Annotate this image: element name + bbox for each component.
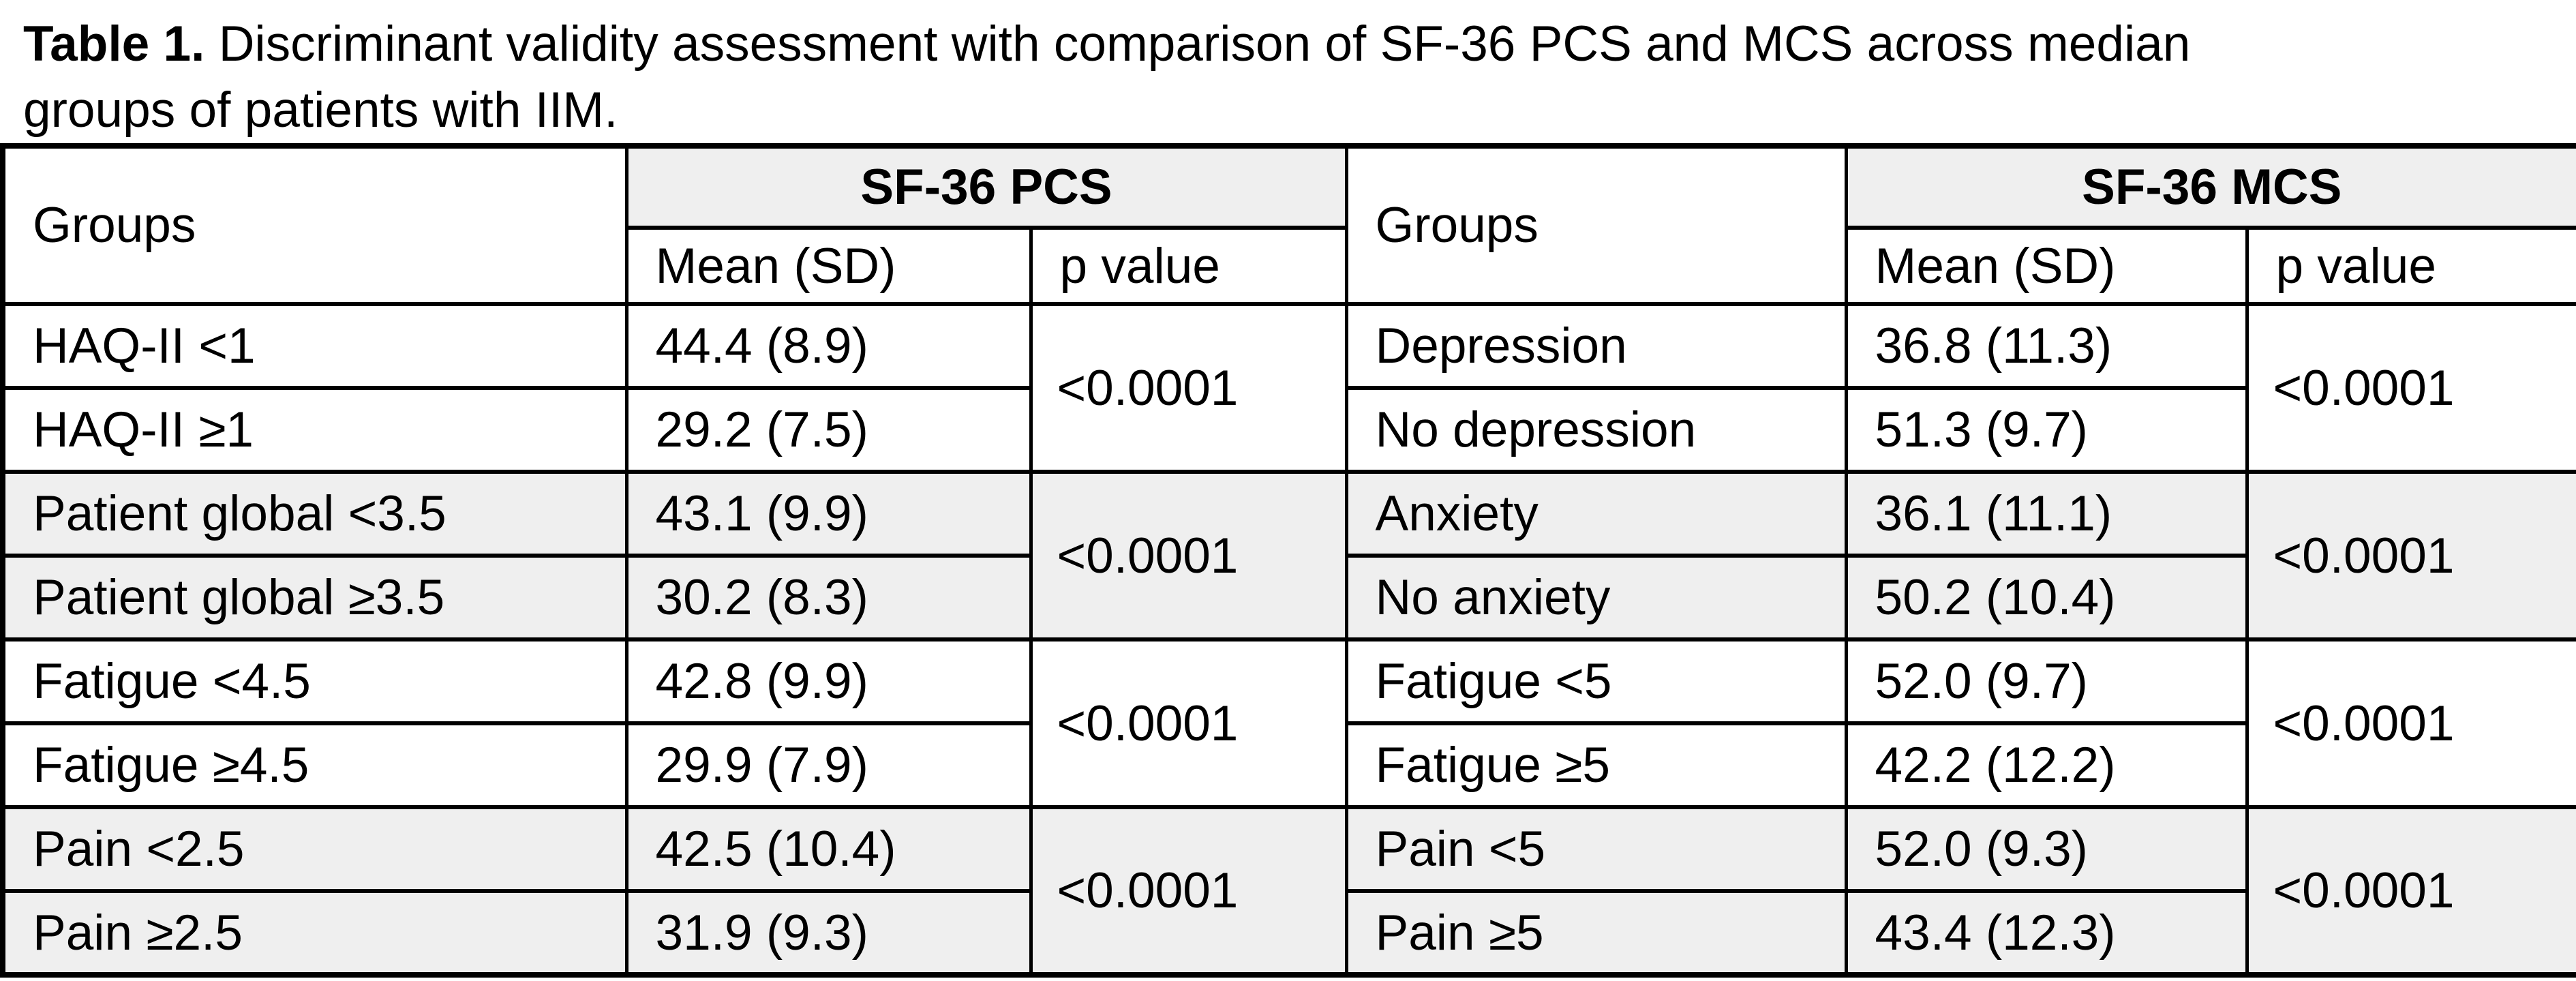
cell-mean: 42.2 (12.2) bbox=[1844, 721, 2249, 809]
col-header-sf36-mcs: SF-36 MCS bbox=[1844, 144, 2576, 230]
col-subheader-p-mcs: p value bbox=[2245, 226, 2576, 306]
cell-mean: 31.9 (9.3) bbox=[624, 889, 1033, 977]
cell-p-value: <0.0001 bbox=[1029, 805, 1348, 977]
col-header-groups-right: Groups bbox=[1344, 144, 1848, 306]
col-subheader-mean-mcs: Mean (SD) bbox=[1844, 226, 2249, 306]
cell-mean: 42.8 (9.9) bbox=[624, 637, 1033, 725]
cell-mean: 42.5 (10.4) bbox=[624, 805, 1033, 893]
col-header-sf36-pcs: SF-36 PCS bbox=[624, 144, 1348, 230]
table-caption-text-line1: Discriminant validity assessment with co… bbox=[204, 16, 2191, 72]
cell-group: Patient global ≥3.5 bbox=[1, 554, 628, 642]
cell-group: Patient global <3.5 bbox=[1, 470, 628, 558]
table-caption: Table 1. Discriminant validity assessmen… bbox=[0, 0, 2576, 143]
cell-p-value: <0.0001 bbox=[1029, 470, 1348, 642]
cell-group: HAQ-II ≥1 bbox=[1, 386, 628, 474]
col-subheader-p-pcs: p value bbox=[1029, 226, 1348, 306]
cell-group: Pain <2.5 bbox=[1, 805, 628, 893]
cell-p-value: <0.0001 bbox=[1029, 302, 1348, 474]
cell-mean: 30.2 (8.3) bbox=[624, 554, 1033, 642]
cell-p-value: <0.0001 bbox=[2245, 302, 2576, 474]
cell-mean: 29.9 (7.9) bbox=[624, 721, 1033, 809]
cell-group: Depression bbox=[1344, 302, 1848, 390]
cell-group: Pain <5 bbox=[1344, 805, 1848, 893]
table-caption-text-line2: groups of patients with IIM. bbox=[23, 82, 618, 138]
cell-p-value: <0.0001 bbox=[2245, 470, 2576, 642]
cell-group: Anxiety bbox=[1344, 470, 1848, 558]
cell-mean: 43.1 (9.9) bbox=[624, 470, 1033, 558]
cell-mean: 52.0 (9.7) bbox=[1844, 637, 2249, 725]
cell-p-value: <0.0001 bbox=[2245, 637, 2576, 809]
cell-group: HAQ-II <1 bbox=[1, 302, 628, 390]
cell-p-value: <0.0001 bbox=[2245, 805, 2576, 977]
cell-group: Pain ≥5 bbox=[1344, 889, 1848, 977]
cell-mean: 50.2 (10.4) bbox=[1844, 554, 2249, 642]
cell-group: Pain ≥2.5 bbox=[1, 889, 628, 977]
cell-mean: 51.3 (9.7) bbox=[1844, 386, 2249, 474]
cell-group: No anxiety bbox=[1344, 554, 1848, 642]
discriminant-validity-table: Groups SF-36 PCS Groups SF-36 MCS Mean (… bbox=[0, 143, 2576, 978]
cell-group: No depression bbox=[1344, 386, 1848, 474]
col-header-groups-left: Groups bbox=[1, 144, 628, 306]
cell-group: Fatigue ≥5 bbox=[1344, 721, 1848, 809]
cell-p-value: <0.0001 bbox=[1029, 637, 1348, 809]
col-subheader-mean-pcs: Mean (SD) bbox=[624, 226, 1033, 306]
table-caption-label: Table 1. bbox=[23, 16, 205, 72]
cell-group: Fatigue ≥4.5 bbox=[1, 721, 628, 809]
cell-group: Fatigue <4.5 bbox=[1, 637, 628, 725]
cell-mean: 44.4 (8.9) bbox=[624, 302, 1033, 390]
cell-group: Fatigue <5 bbox=[1344, 637, 1848, 725]
cell-mean: 43.4 (12.3) bbox=[1844, 889, 2249, 977]
cell-mean: 36.8 (11.3) bbox=[1844, 302, 2249, 390]
cell-mean: 36.1 (11.1) bbox=[1844, 470, 2249, 558]
cell-mean: 29.2 (7.5) bbox=[624, 386, 1033, 474]
cell-mean: 52.0 (9.3) bbox=[1844, 805, 2249, 893]
